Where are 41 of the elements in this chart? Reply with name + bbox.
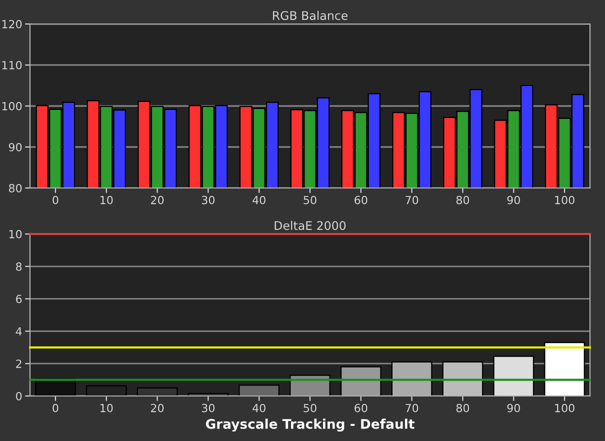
x-tick-label: 20: [151, 196, 164, 204]
x-tick-label: 40: [252, 196, 266, 204]
x-tick-label: 10: [100, 404, 113, 412]
x-tick-label: 30: [202, 404, 215, 412]
y-tick-label: 90: [8, 142, 22, 152]
bar: [340, 366, 382, 396]
y-tick-label: 4: [16, 327, 22, 336]
x-tick-label: 10: [100, 196, 113, 204]
bar: [290, 374, 330, 396]
x-tick-label: 90: [507, 196, 520, 204]
x-tick-label: 50: [304, 404, 316, 412]
chart-title: DeltaE 2000: [274, 220, 346, 230]
x-tick-label: 20: [151, 404, 164, 412]
x-tick-label: 90: [507, 404, 520, 412]
y-tick-label: 120: [2, 20, 22, 28]
x-tick-label: 60: [354, 196, 368, 204]
y-tick-label: 8: [16, 262, 22, 271]
x-tick-label: 40: [252, 404, 266, 412]
x-tick-label: 50: [304, 196, 316, 204]
x-tick-label: 80: [456, 404, 470, 412]
y-tick-label: 80: [8, 184, 22, 192]
bar: [136, 387, 178, 396]
chart-title: RGB Balance: [273, 10, 348, 20]
x-tick-label: 80: [456, 196, 470, 204]
x-tick-label: 100: [555, 404, 574, 412]
x-tick-label: 100: [555, 196, 574, 204]
y-tick-label: 100: [2, 102, 22, 110]
x-tick-label: 30: [202, 196, 215, 204]
y-tick-label: 0: [16, 392, 22, 400]
text: Grayscale Tracking - Default: [206, 418, 414, 432]
y-tick-label: 2: [16, 360, 22, 368]
x-tick-label: 0: [52, 196, 58, 204]
y-tick-label: 10: [9, 230, 22, 238]
bar: [238, 384, 280, 396]
x-tick-label: 60: [354, 404, 368, 412]
y-tick-label: 6: [16, 294, 22, 304]
bar: [544, 342, 585, 396]
x-tick-label: 70: [406, 196, 418, 204]
x-tick-label: 70: [406, 404, 418, 412]
x-tick-label: 0: [52, 404, 58, 412]
y-tick-label: 110: [2, 60, 22, 70]
